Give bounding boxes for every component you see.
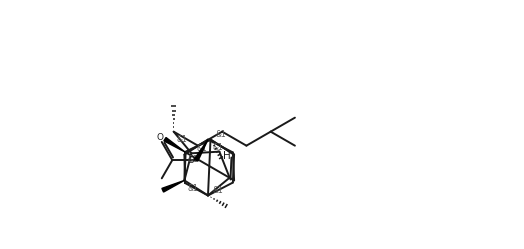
Polygon shape [162, 180, 184, 192]
Text: &1: &1 [177, 135, 188, 144]
Text: &1: &1 [215, 130, 226, 139]
Text: &1: &1 [188, 155, 199, 165]
Text: &1: &1 [188, 184, 198, 193]
Text: H: H [223, 151, 231, 161]
Text: O: O [156, 133, 163, 142]
Text: O: O [188, 156, 194, 165]
Polygon shape [194, 139, 208, 161]
Text: &1: &1 [213, 143, 224, 152]
Text: &1: &1 [213, 186, 224, 195]
Polygon shape [164, 137, 185, 152]
Text: &1: &1 [196, 144, 207, 153]
